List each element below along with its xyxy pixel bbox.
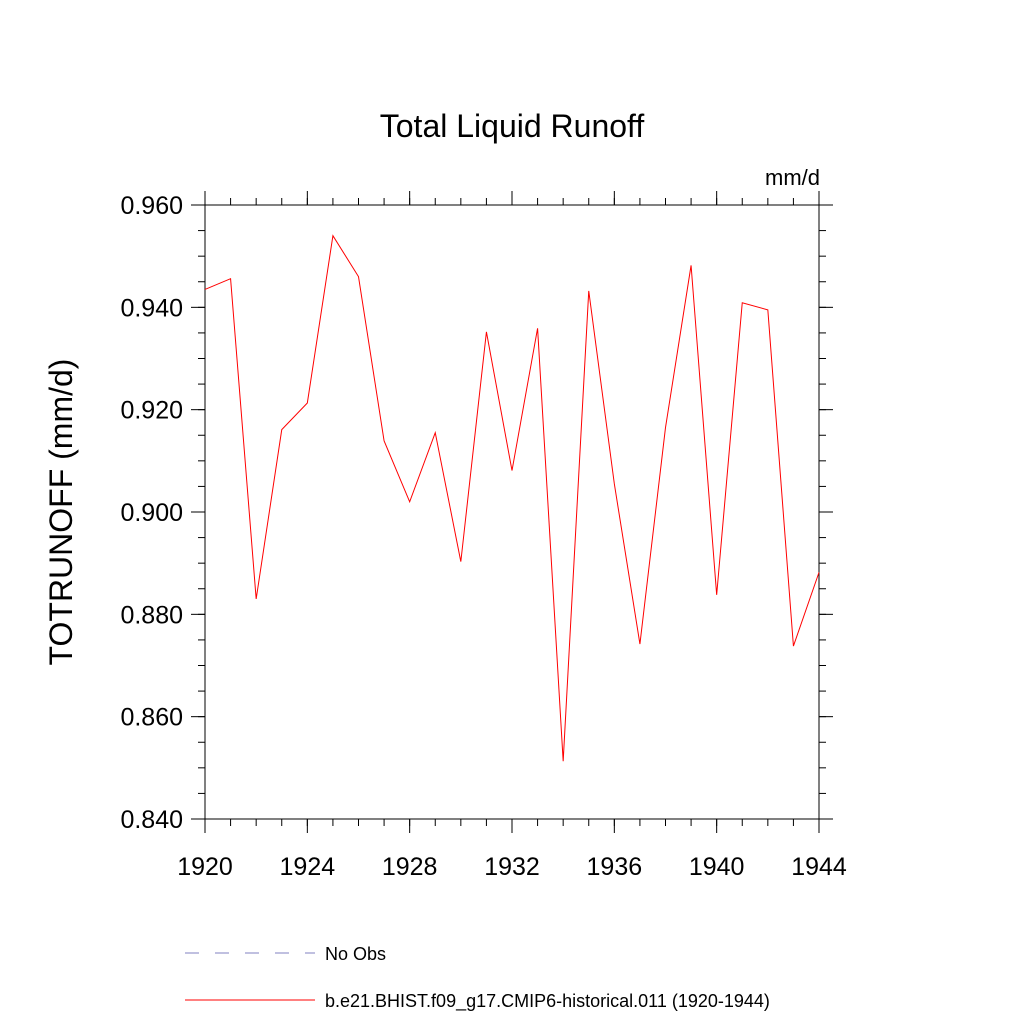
plot-frame bbox=[204, 204, 820, 820]
legend-obs-label: No Obs bbox=[325, 944, 386, 964]
x-tick-label: 1936 bbox=[587, 853, 643, 881]
chart-title: Total Liquid Runoff bbox=[380, 108, 645, 144]
y-tick-label: 0.900 bbox=[120, 499, 183, 527]
x-tick-label: 1932 bbox=[484, 853, 540, 881]
units-label: mm/d bbox=[765, 165, 820, 190]
y-tick-label: 0.960 bbox=[120, 192, 183, 220]
x-tick-label: 1928 bbox=[382, 853, 438, 881]
y-tick-label: 0.920 bbox=[120, 397, 183, 425]
y-axis-label: TOTRUNOFF (mm/d) bbox=[43, 359, 79, 666]
legend-series-label: b.e21.BHIST.f09_g17.CMIP6-historical.011… bbox=[325, 991, 770, 1012]
axis-ticks bbox=[191, 191, 833, 833]
y-tick-label: 0.940 bbox=[120, 294, 183, 322]
x-tick-label: 1944 bbox=[791, 853, 847, 881]
x-tick-label: 1920 bbox=[177, 853, 233, 881]
y-tick-label: 0.840 bbox=[120, 806, 183, 834]
series-line-0 bbox=[204, 234, 820, 762]
x-tick-label: 1940 bbox=[689, 853, 745, 881]
series-lines bbox=[204, 234, 820, 762]
y-tick-label: 0.860 bbox=[120, 704, 183, 732]
y-tick-labels: 0.840 0.860 0.880 0.900 0.920 0.940 0.960 bbox=[120, 192, 183, 834]
x-tick-label: 1924 bbox=[280, 853, 336, 881]
y-tick-label: 0.880 bbox=[120, 601, 183, 629]
legend: No Obs b.e21.BHIST.f09_g17.CMIP6-histori… bbox=[185, 944, 770, 1012]
x-tick-labels: 1920 1924 1928 1932 1936 1940 1944 bbox=[177, 853, 847, 881]
